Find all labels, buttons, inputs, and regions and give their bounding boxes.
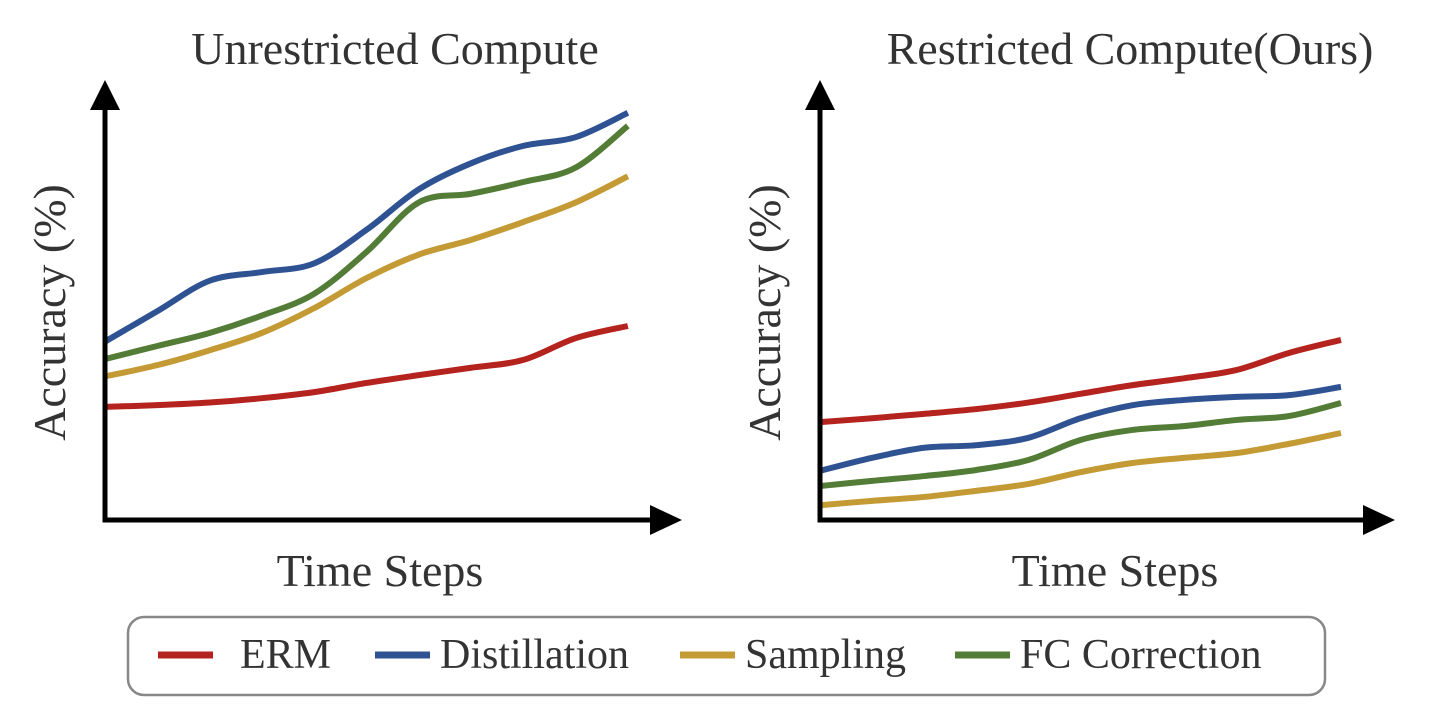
x-axis-label: Time Steps xyxy=(1012,545,1219,596)
x-arrow xyxy=(1363,505,1395,535)
series-line xyxy=(819,383,1342,474)
x-axis-label: Time Steps xyxy=(277,545,484,596)
y-arrow xyxy=(90,80,120,110)
chart-title: Restricted Compute(Ours) xyxy=(887,23,1374,74)
legend-label: Distillation xyxy=(440,632,629,678)
axes xyxy=(102,105,654,523)
series-line xyxy=(104,173,630,380)
y-axis-label: Accuracy (%) xyxy=(24,184,75,441)
legend-label: Sampling xyxy=(745,632,906,678)
series-line xyxy=(104,123,630,362)
series-line xyxy=(103,110,630,345)
series-line xyxy=(819,336,1342,426)
series-line xyxy=(819,430,1342,509)
series-line xyxy=(104,323,629,410)
legend-label: ERM xyxy=(240,632,331,678)
y-axis-label: Accuracy (%) xyxy=(739,184,790,441)
series-line xyxy=(819,400,1342,490)
x-arrow xyxy=(650,505,682,535)
y-arrow xyxy=(805,80,835,110)
chart-title: Unrestricted Compute xyxy=(191,23,599,74)
axes xyxy=(817,105,1367,523)
legend-label: FC Correction xyxy=(1020,632,1261,678)
